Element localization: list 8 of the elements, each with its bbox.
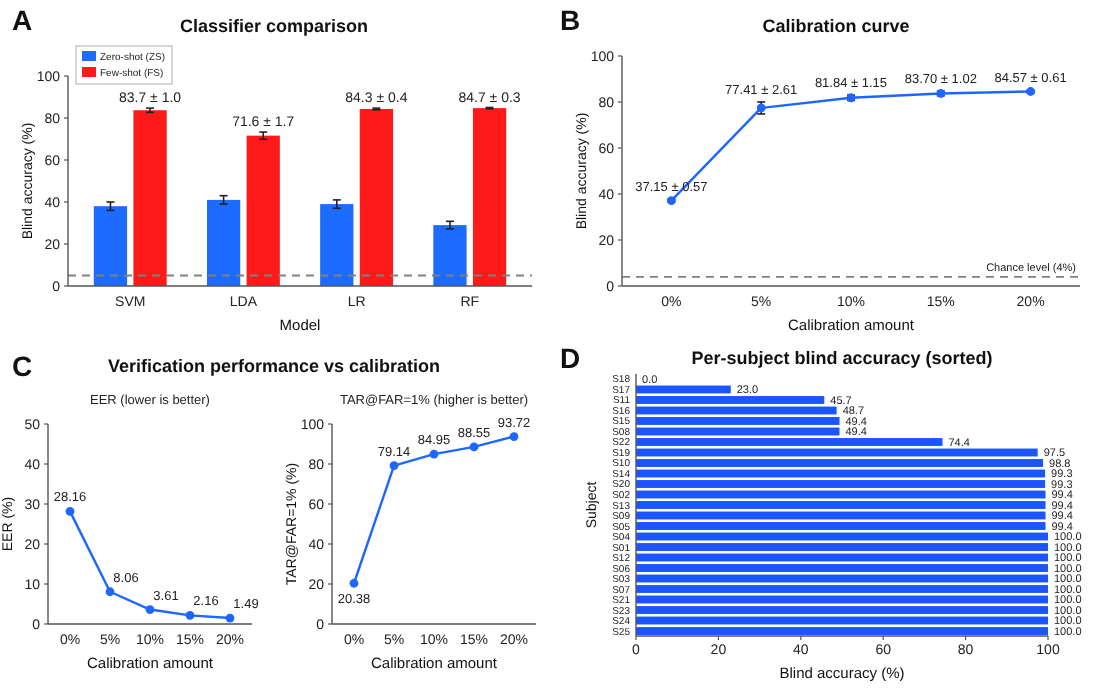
text: B — [560, 4, 581, 36]
chart-title: Classifier comparison — [179, 16, 369, 36]
text: C — [12, 350, 33, 382]
chart-title: Verification performance vs calibration — [107, 356, 441, 376]
chart-title: Per-subject blind accuracy (sorted) — [691, 348, 993, 368]
chart-title: Calibration curve — [762, 16, 910, 36]
text: A — [12, 4, 33, 36]
text: D — [560, 342, 581, 374]
